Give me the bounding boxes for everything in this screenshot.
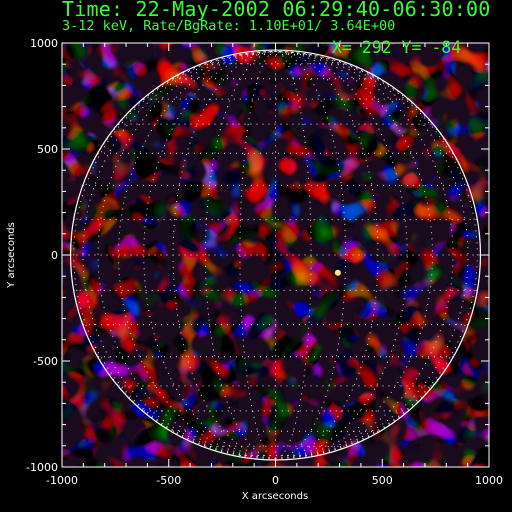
cursor-coordinates: X= 292 Y= -84 [332, 38, 462, 57]
longitude-line [275, 50, 379, 460]
longitude-line [70, 50, 276, 460]
x-tick-label: 1000 [475, 474, 503, 487]
longitude-line [172, 50, 276, 460]
x-tick-label: -500 [156, 474, 181, 487]
longitude-line [73, 50, 276, 460]
longitude-line [275, 50, 454, 460]
longitude-line [275, 50, 478, 460]
y-tick-label: 1000 [30, 37, 58, 50]
longitude-line [143, 50, 276, 460]
y-tick-label: -500 [33, 355, 58, 368]
x-axis-label: X arcseconds [242, 491, 308, 502]
y-tick-label: 0 [51, 249, 58, 262]
y-tick-label: 500 [37, 143, 58, 156]
source-marker [334, 269, 341, 276]
longitude-line [275, 50, 481, 460]
x-tick-label: 500 [372, 474, 393, 487]
y-axis-label: Y arcseconds [6, 222, 17, 289]
longitude-line [97, 50, 276, 460]
longitude-line [117, 50, 276, 460]
x-tick-label: 0 [272, 474, 279, 487]
longitude-line [275, 50, 408, 460]
axis-ticks: -1000 -500 0 500 1000 1000 500 0 -500 -1000 [26, 37, 503, 487]
y-tick-label: -1000 [26, 461, 58, 474]
heliographic-grid [70, 50, 481, 460]
x-tick-label: -1000 [46, 474, 78, 487]
map-title: Time: 22-May-2002 06:29:40-06:30:00 [62, 0, 491, 21]
energy-rate-subtitle: 3-12 keV, Rate/BgRate: 1.10E+01/ 3.64E+0… [62, 18, 396, 34]
longitude-line [275, 50, 434, 460]
